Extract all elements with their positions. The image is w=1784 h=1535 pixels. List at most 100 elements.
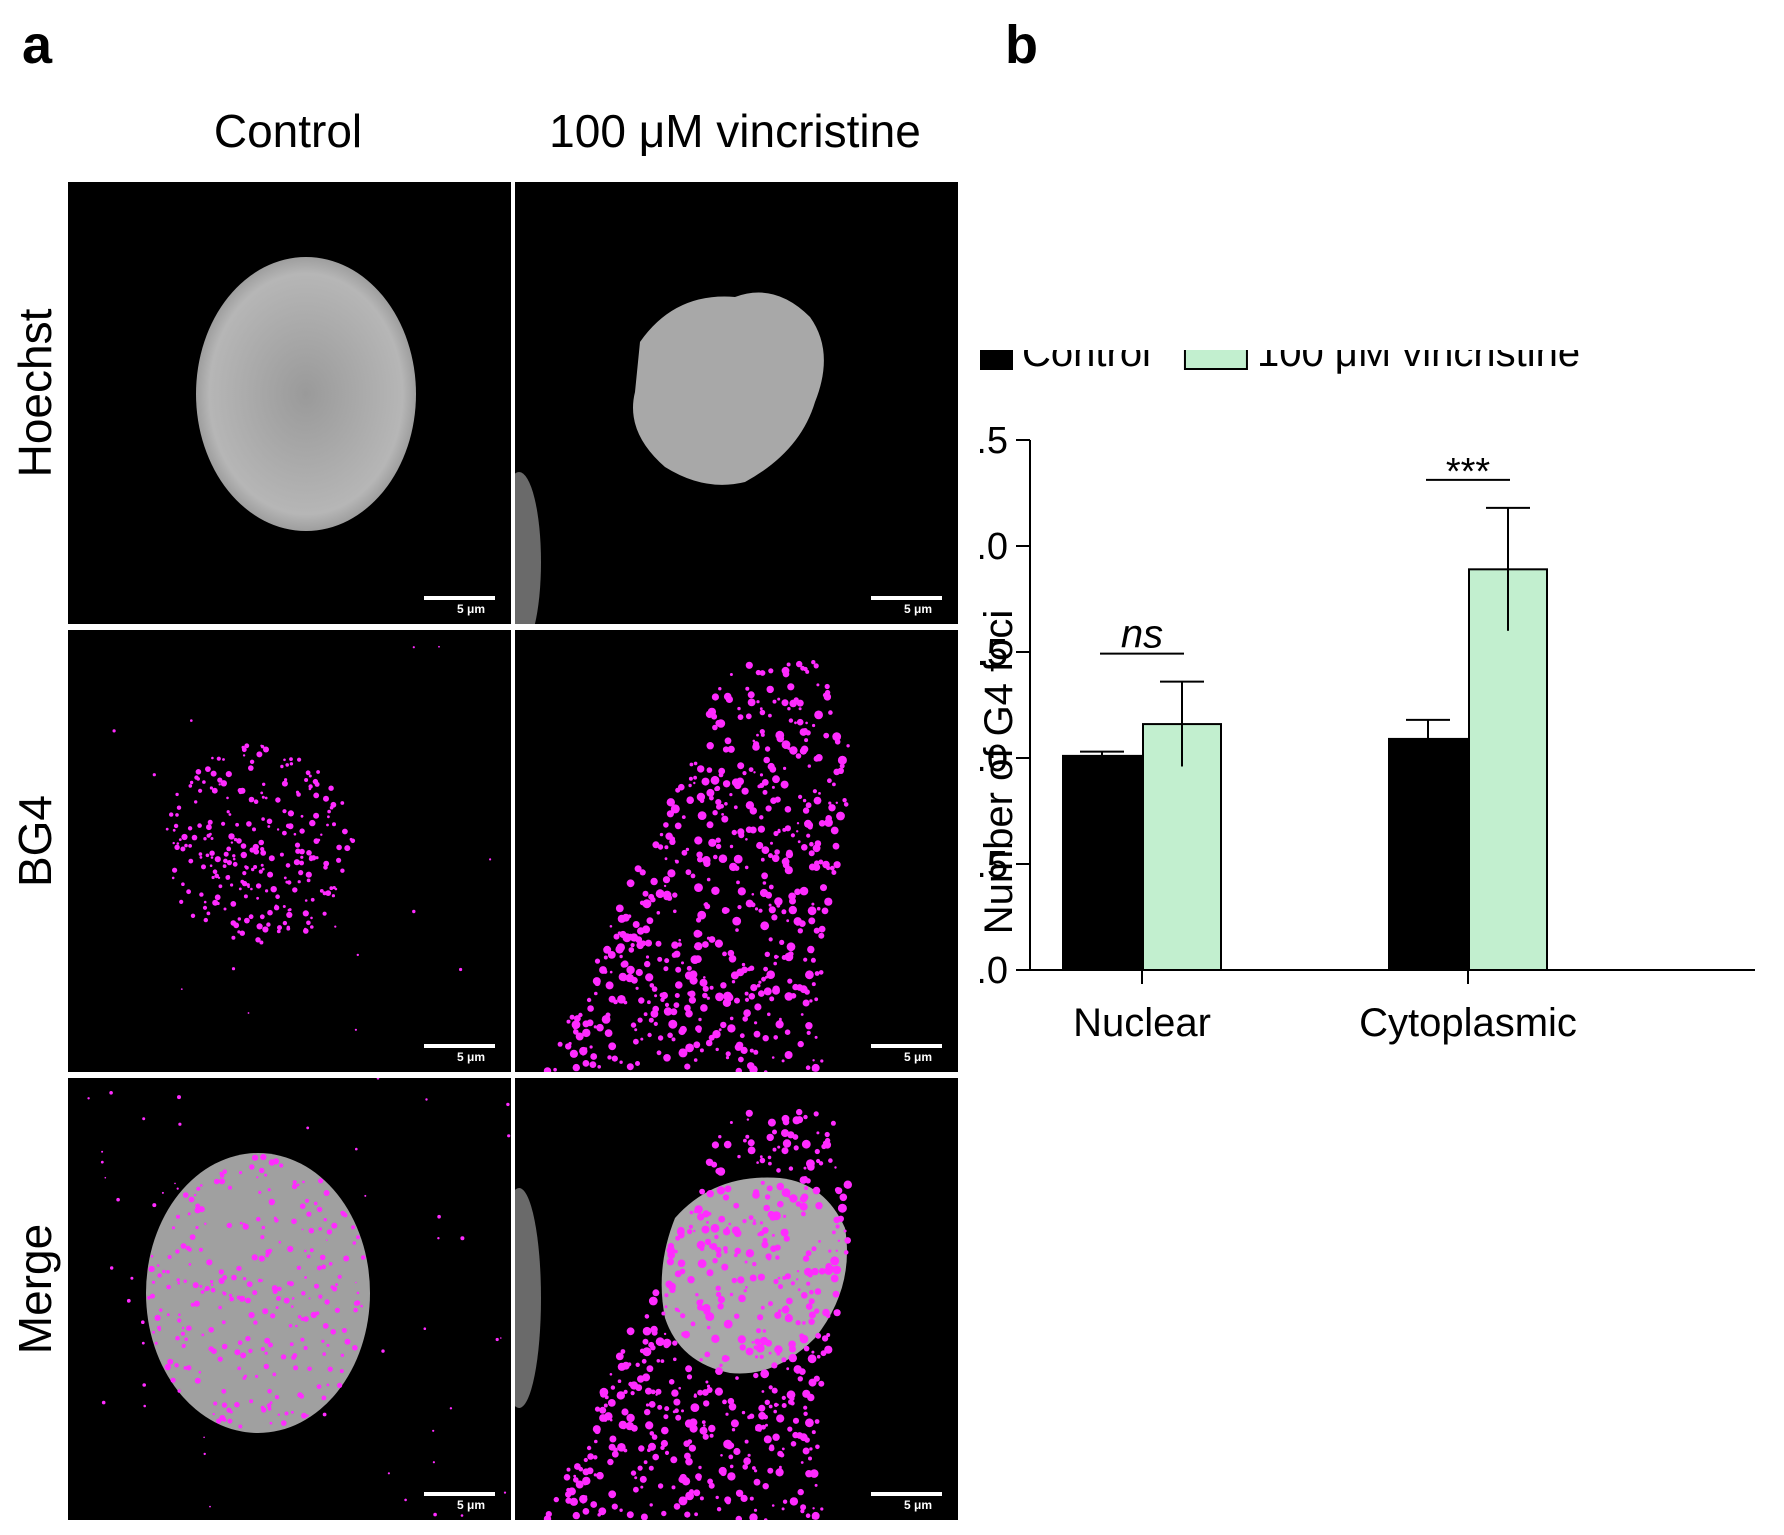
g4-focus — [194, 800, 198, 804]
g4-focus — [164, 1363, 171, 1371]
g4-focus — [277, 1286, 282, 1292]
g4-focus — [323, 860, 330, 867]
g4-focus — [803, 1405, 808, 1410]
g4-focus — [220, 780, 227, 787]
g4-focus — [816, 683, 820, 687]
g4-focus — [809, 1469, 819, 1478]
g4-focus — [276, 1296, 281, 1301]
g4-focus — [837, 755, 847, 765]
g4-focus — [645, 955, 650, 959]
g4-focus — [584, 1495, 588, 1499]
g4-focus — [731, 1226, 741, 1235]
bars — [1062, 506, 1548, 972]
g4-focus — [339, 1369, 344, 1374]
g4-focus — [763, 987, 772, 996]
g4-focus — [235, 822, 240, 827]
g4-focus — [808, 917, 816, 925]
g4-focus — [688, 996, 696, 1004]
g4-focus — [301, 1228, 304, 1231]
g4-focus — [594, 958, 601, 964]
g4-focus — [786, 662, 791, 667]
g4-focus — [786, 942, 796, 952]
g4-focus — [185, 1245, 191, 1251]
g4-focus — [629, 933, 639, 942]
g4-focus — [689, 976, 698, 985]
g4-focus — [830, 826, 839, 835]
g4-focus — [652, 841, 660, 849]
g4-focus — [639, 1475, 647, 1483]
g4-focus — [757, 825, 765, 833]
g4-focus — [709, 708, 714, 712]
g4-focus — [778, 1309, 782, 1313]
g4-focus — [769, 1120, 774, 1125]
g4-focus — [750, 984, 758, 992]
g4-focus — [767, 1467, 774, 1474]
g4-focus — [828, 710, 833, 715]
g4-focus — [248, 765, 254, 771]
g4-focus — [203, 837, 207, 841]
g4-focus — [693, 929, 702, 938]
g4-focus — [316, 1206, 323, 1213]
g4-focus — [766, 1185, 773, 1192]
y-axis-label: Number of G4 foci — [980, 610, 1021, 935]
g4-focus — [757, 1273, 765, 1281]
g4-focus — [758, 1404, 766, 1412]
g4-focus — [221, 1343, 228, 1350]
g4-focus — [715, 1247, 722, 1254]
g4-focus — [782, 1118, 790, 1126]
g4-focus — [762, 881, 767, 885]
g4-focus — [187, 826, 193, 831]
g4-focus — [174, 844, 180, 850]
g4-focus — [820, 1507, 824, 1511]
g4-focus — [813, 1375, 820, 1382]
g4-focus — [699, 978, 708, 987]
g4-focus — [87, 1097, 90, 1100]
g4-focus — [702, 985, 709, 992]
g4-focus — [141, 1341, 145, 1345]
g4-focus — [260, 1346, 265, 1352]
g4-focus — [769, 996, 775, 1002]
g4-focus — [703, 1424, 706, 1427]
g4-focus — [210, 1283, 214, 1287]
g4-focus — [324, 1299, 330, 1305]
micrograph-bg4-vincristine: 5 μm — [515, 630, 958, 1072]
g4-focus — [582, 1476, 591, 1486]
micrograph-bg4-control: 5 μm — [68, 630, 511, 1072]
g4-focus — [749, 1496, 754, 1501]
bar-control-cytoplasmic — [1388, 737, 1468, 972]
g4-focus — [284, 778, 288, 782]
g4-focus — [763, 756, 770, 764]
g4-focus — [593, 1473, 597, 1477]
g4-focus — [824, 1345, 833, 1354]
g4-focus — [839, 1193, 848, 1202]
nucleus-image — [515, 292, 824, 624]
g4-focus — [723, 1140, 732, 1149]
g4-focus — [174, 1363, 179, 1368]
g4-focus — [268, 855, 275, 862]
g4-focus — [340, 801, 345, 805]
g4-focus — [684, 1063, 691, 1070]
g4-focus — [226, 810, 230, 814]
g4-focus — [262, 782, 266, 786]
g4-focus — [678, 938, 681, 942]
g4-focus — [166, 1313, 170, 1317]
g4-focus — [460, 1236, 465, 1241]
g4-focus — [808, 1311, 816, 1319]
g4-focus — [721, 815, 729, 823]
g4-focus — [744, 991, 749, 996]
g4-focus — [779, 939, 785, 945]
g4-focus — [170, 1377, 176, 1383]
g4-focus — [761, 976, 766, 982]
g4-focus — [619, 1508, 623, 1512]
g4-focus — [693, 1229, 696, 1233]
g4-focus — [835, 1249, 838, 1252]
g4-focus — [242, 1376, 246, 1380]
g4-focus — [744, 1439, 749, 1444]
g4-focus — [594, 991, 598, 996]
g4-focus — [449, 1407, 453, 1410]
g4-focus — [721, 907, 729, 914]
g4-focus — [600, 1391, 607, 1398]
g4-focus — [597, 1513, 601, 1517]
g4-focus — [766, 685, 774, 694]
g4-focus — [805, 1303, 813, 1310]
